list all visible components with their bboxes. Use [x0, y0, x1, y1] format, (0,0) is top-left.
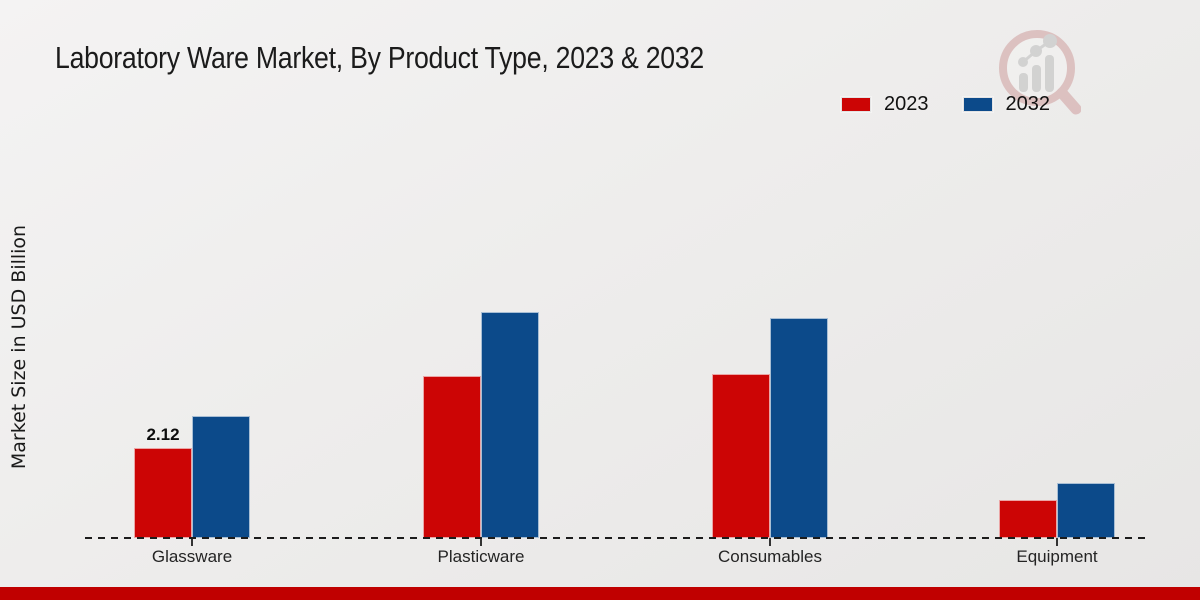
- bar-2023-equipment: [999, 500, 1057, 538]
- legend-label-2023: 2023: [884, 93, 929, 115]
- bar-2023-plasticware: [423, 376, 481, 538]
- x-axis-label-consumables: Consumables: [718, 547, 822, 566]
- x-axis-tick-equipment: [1056, 538, 1058, 546]
- x-axis-tick-plasticware: [480, 538, 482, 546]
- x-axis-baseline: [85, 537, 1147, 539]
- x-axis-label-glassware: Glassware: [151, 547, 233, 566]
- x-axis-tick-consumables: [769, 538, 771, 546]
- legend-item-2023: 2023: [841, 93, 929, 116]
- x-axis-tick-glassware: [191, 538, 193, 546]
- bar-2023-glassware: [134, 448, 192, 538]
- x-axis-label-plasticware: Plasticware: [437, 547, 525, 566]
- legend: 2023 2032: [841, 93, 1050, 116]
- x-axis-label-equipment: Equipment: [1016, 547, 1098, 566]
- bar-2032-consumables: [770, 318, 828, 538]
- chart-title: Laboratory Ware Market, By Product Type,…: [55, 40, 705, 75]
- bar-2032-plasticware: [481, 312, 539, 538]
- legend-swatch-2032: [962, 97, 993, 112]
- bar-2023-consumables: [712, 374, 770, 538]
- footer-accent-bar: [0, 587, 1200, 600]
- legend-swatch-2023: [841, 97, 871, 112]
- market-research-logo-icon: [999, 30, 1081, 115]
- bar-2032-equipment: [1057, 483, 1115, 538]
- data-label-2023-glassware: 2.12: [146, 425, 180, 444]
- legend-item-2032: 2032: [962, 93, 1051, 116]
- legend-label-2032: 2032: [1005, 93, 1051, 115]
- bar-2032-glassware: [192, 416, 250, 538]
